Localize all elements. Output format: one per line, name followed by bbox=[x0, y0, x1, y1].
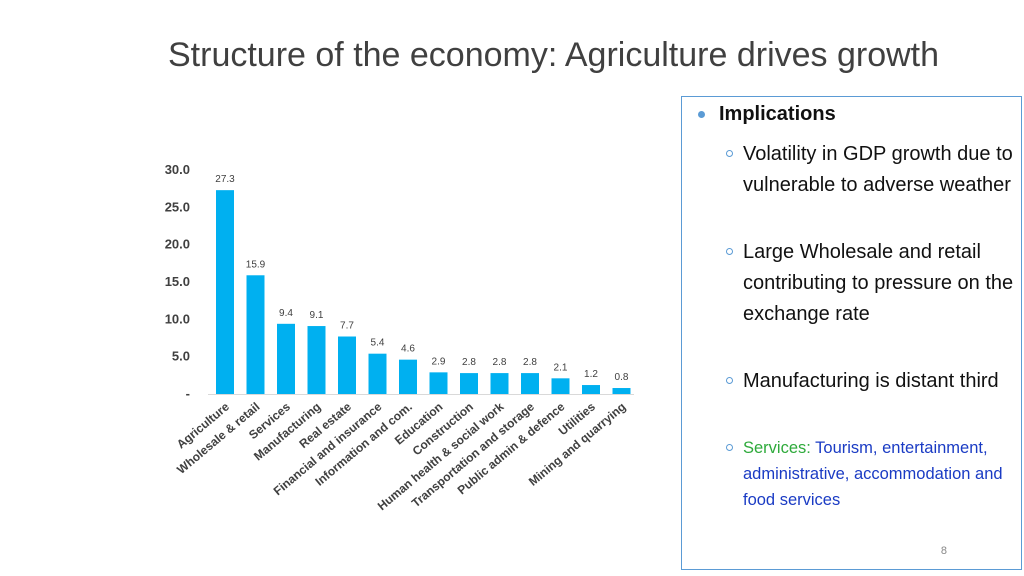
y-tick-label: - bbox=[186, 386, 190, 401]
implication-text: Manufacturing is distant third bbox=[743, 370, 999, 392]
implication-item: Manufacturing is distant third bbox=[726, 366, 1018, 397]
implication-text: Large Wholesale and retail contributing … bbox=[743, 241, 1014, 325]
bar bbox=[338, 336, 356, 394]
data-label: 5.4 bbox=[371, 338, 385, 349]
circle-bullet-icon bbox=[726, 377, 733, 384]
implications-box: Implications Volatility in GDP growth du… bbox=[681, 96, 1022, 570]
data-label: 7.7 bbox=[340, 321, 354, 332]
data-label: 2.8 bbox=[493, 357, 507, 368]
y-tick-label: 30.0 bbox=[165, 162, 190, 177]
data-label: 15.9 bbox=[246, 259, 266, 270]
bar bbox=[582, 385, 600, 394]
bar bbox=[521, 373, 539, 394]
bar bbox=[368, 353, 387, 394]
data-label: 9.4 bbox=[279, 308, 293, 319]
bar bbox=[460, 373, 478, 394]
data-label: 2.1 bbox=[554, 362, 568, 373]
data-label: 27.3 bbox=[215, 174, 235, 185]
data-label: 9.1 bbox=[310, 310, 324, 321]
implication-item: Large Wholesale and retail contributing … bbox=[726, 237, 1018, 330]
page-number: 8 bbox=[940, 545, 947, 557]
circle-bullet-icon bbox=[726, 248, 733, 255]
services-label: Services: bbox=[743, 439, 811, 457]
bar bbox=[216, 190, 234, 394]
y-tick-label: 25.0 bbox=[165, 199, 190, 214]
implications-heading: Implications bbox=[698, 103, 836, 126]
services-list: entertainment, administrative, accommoda… bbox=[743, 439, 1003, 509]
y-tick-label: 10.0 bbox=[165, 311, 190, 326]
data-label: 2.8 bbox=[523, 357, 537, 368]
implications-title: Implications bbox=[719, 103, 836, 125]
y-tick-label: 15.0 bbox=[165, 274, 190, 289]
data-label: 2.8 bbox=[462, 357, 476, 368]
data-label: 0.8 bbox=[615, 372, 629, 383]
bar bbox=[399, 359, 417, 394]
bar bbox=[551, 378, 570, 394]
bar bbox=[246, 275, 265, 394]
bar bbox=[612, 388, 631, 394]
bar bbox=[429, 372, 448, 394]
bullet-dot-icon bbox=[698, 111, 705, 118]
data-label: 4.6 bbox=[401, 344, 415, 355]
data-label: 1.2 bbox=[584, 369, 598, 380]
data-label: 2.9 bbox=[432, 356, 446, 367]
slide-title: Structure of the economy: Agriculture dr… bbox=[168, 36, 940, 74]
implication-text: Volatility in GDP growth due to vulnerab… bbox=[743, 143, 1013, 196]
implication-item-services: Services: Tourism, entertainment, admini… bbox=[726, 435, 1018, 513]
services-first-word: Tourism, bbox=[815, 439, 878, 457]
bar bbox=[307, 326, 326, 394]
bar bbox=[277, 323, 295, 394]
circle-bullet-icon bbox=[726, 150, 733, 157]
circle-bullet-icon bbox=[726, 444, 733, 451]
y-tick-label: 20.0 bbox=[165, 237, 190, 252]
bar bbox=[490, 373, 509, 394]
y-tick-label: 5.0 bbox=[172, 349, 190, 364]
bar-chart: -5.010.015.020.025.030.027.3Agriculture1… bbox=[165, 162, 634, 513]
implication-item: Volatility in GDP growth due to vulnerab… bbox=[726, 139, 1018, 201]
